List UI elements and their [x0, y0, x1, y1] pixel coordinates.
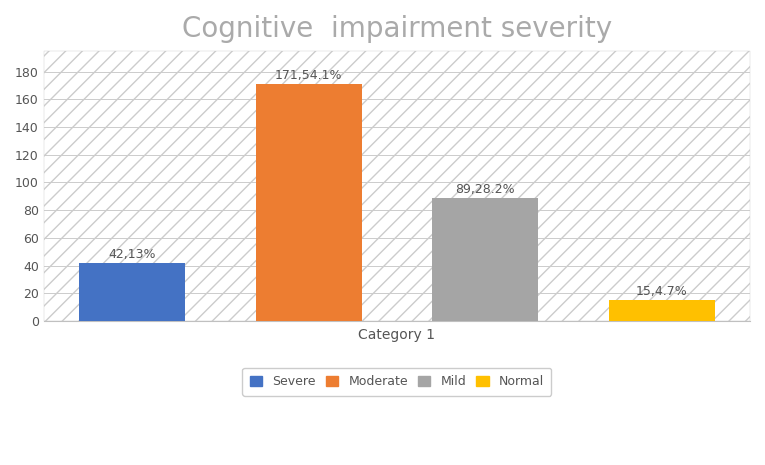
- Legend: Severe, Moderate, Mild, Normal: Severe, Moderate, Mild, Normal: [243, 368, 552, 396]
- Text: 42,13%: 42,13%: [109, 248, 156, 261]
- Text: 171,54.1%: 171,54.1%: [275, 69, 342, 82]
- Bar: [609, 300, 715, 321]
- Bar: [79, 263, 185, 321]
- Text: 15,4.7%: 15,4.7%: [636, 285, 688, 298]
- Title: Cognitive  impairment severity: Cognitive impairment severity: [182, 15, 612, 43]
- Bar: [256, 84, 362, 321]
- Bar: [432, 198, 538, 321]
- Text: 89,28.2%: 89,28.2%: [455, 183, 515, 196]
